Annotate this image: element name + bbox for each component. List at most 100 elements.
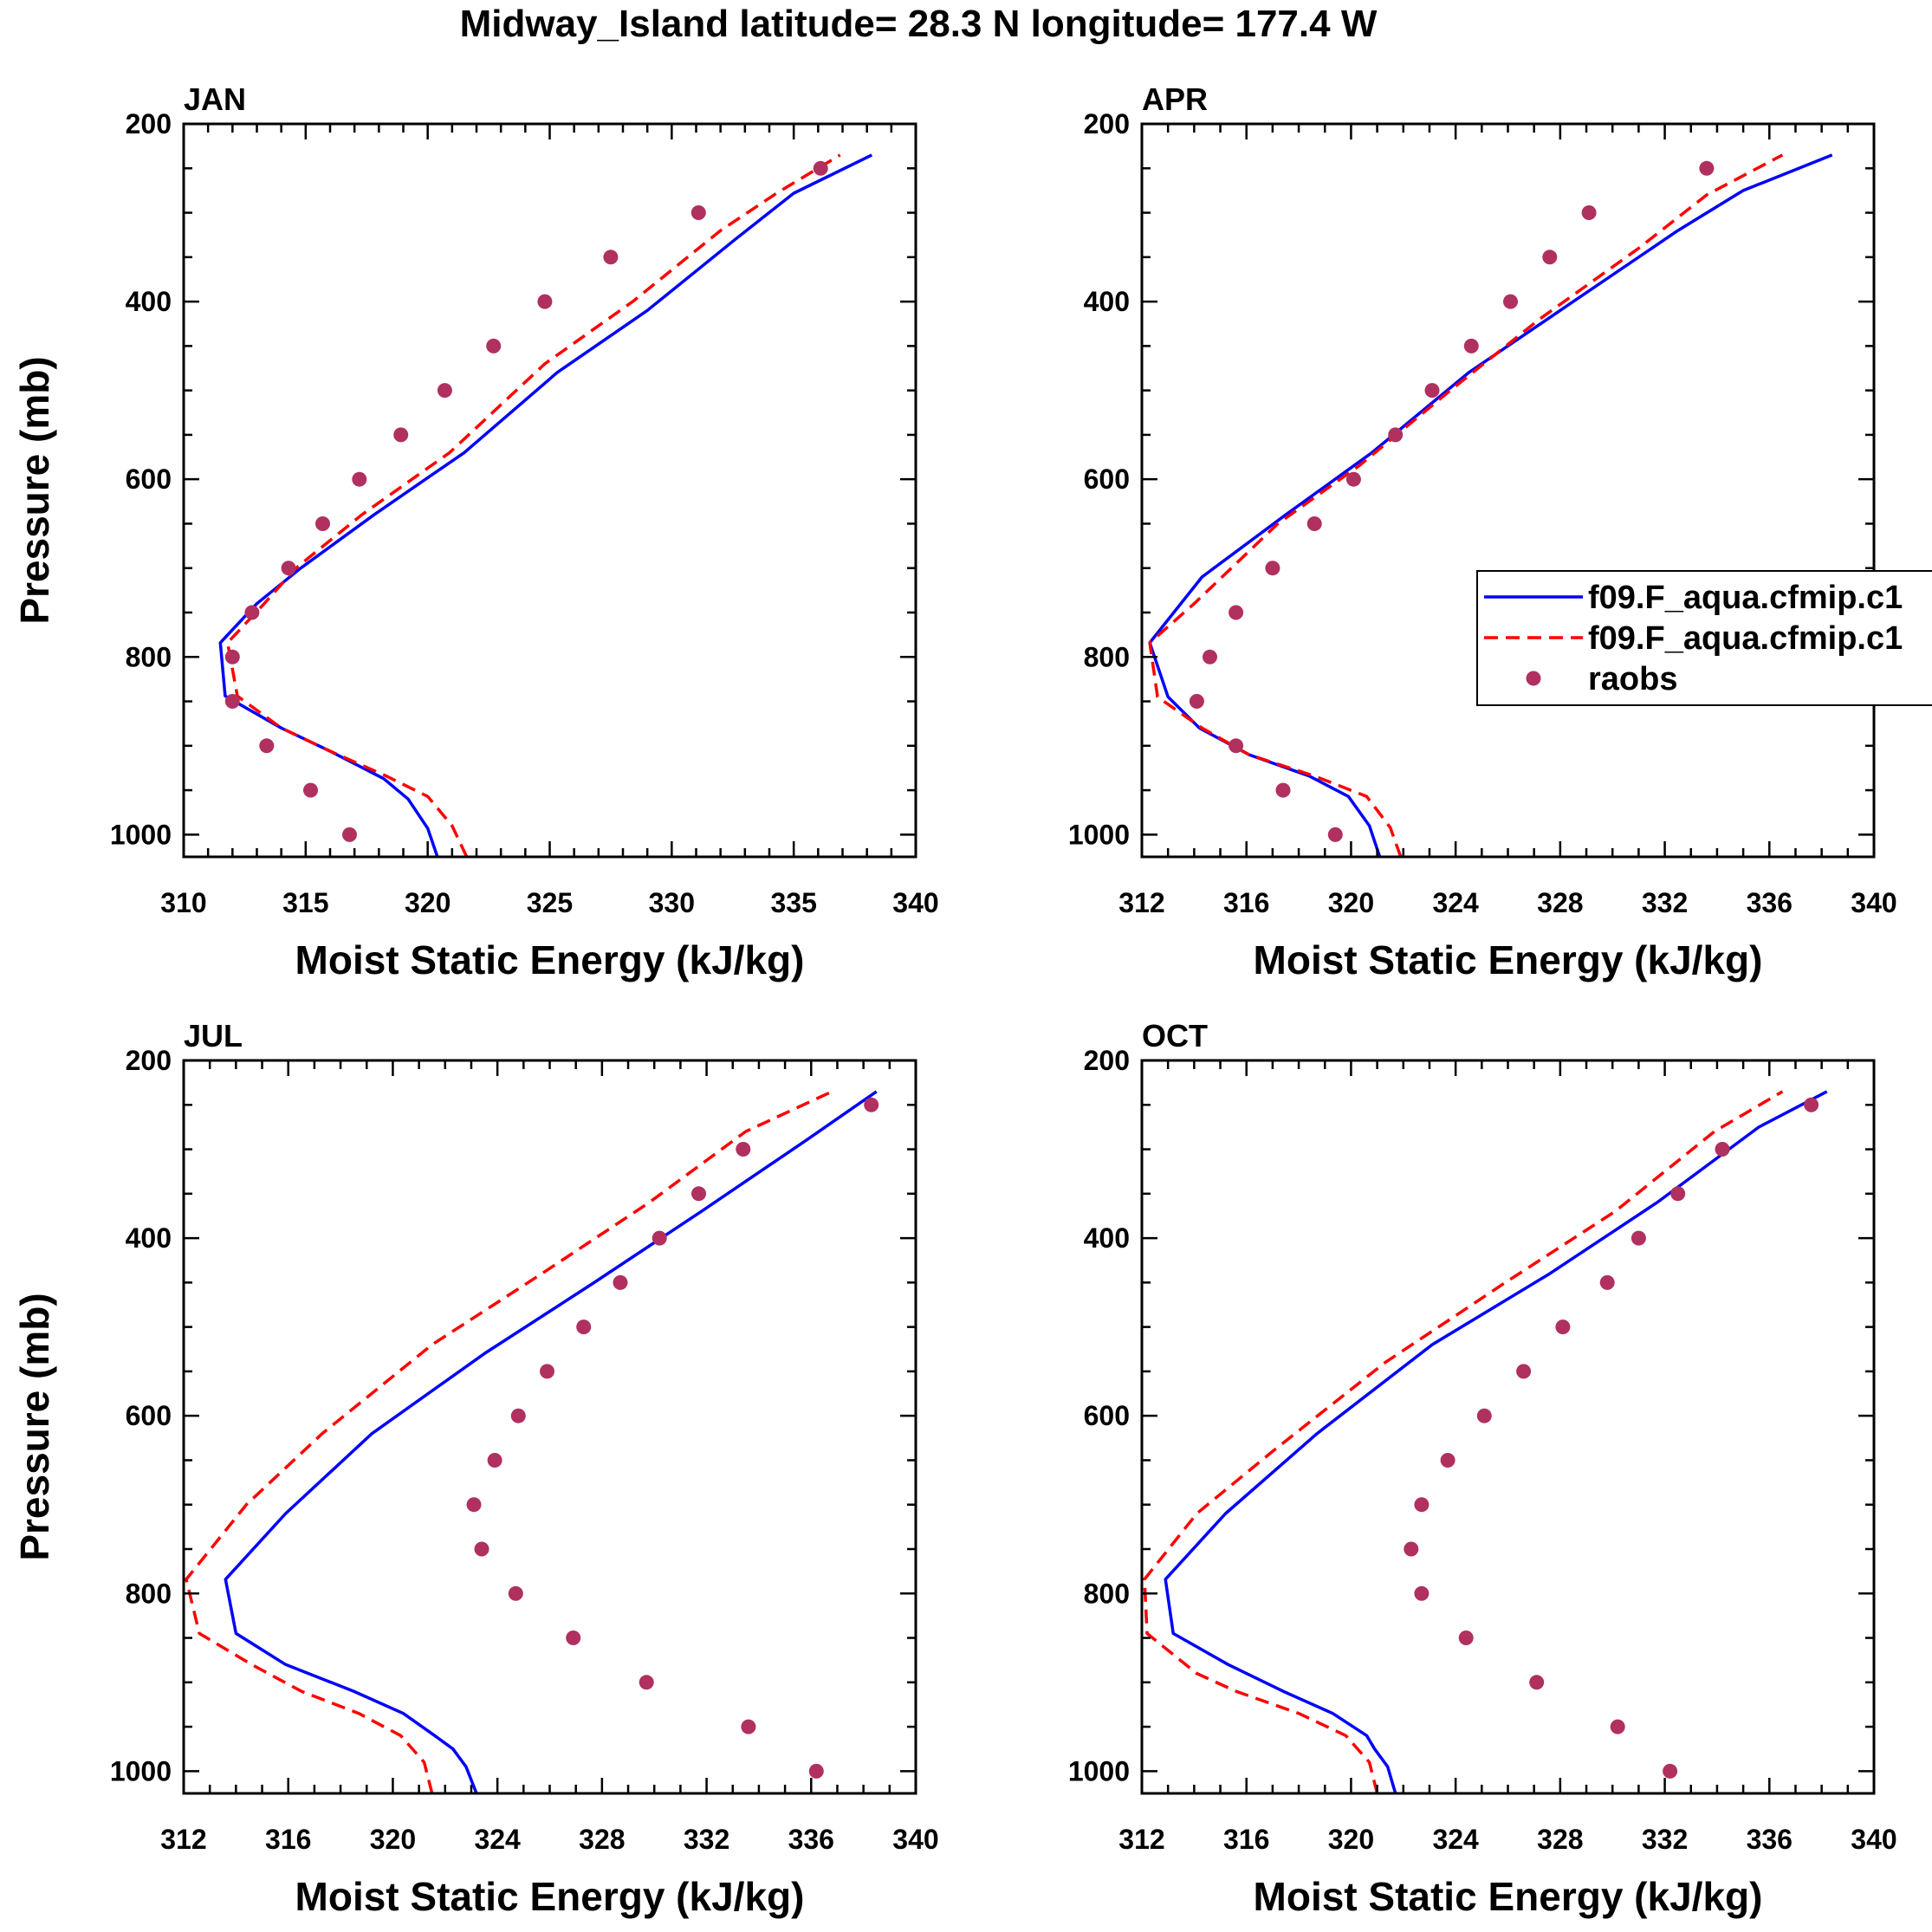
raobs-point — [437, 383, 452, 399]
y-tick-label: 1000 — [1068, 1755, 1130, 1786]
x-tick-label: 340 — [1851, 1824, 1896, 1855]
plot-area — [218, 153, 873, 857]
y-tick-label: 600 — [1084, 464, 1130, 495]
raobs-point — [1463, 338, 1479, 353]
y-tick-label: 800 — [126, 641, 172, 672]
raobs-point — [808, 1763, 824, 1779]
y-tick-label: 800 — [1084, 1578, 1130, 1609]
y-tick-label: 200 — [126, 108, 172, 139]
raobs-point — [1631, 1230, 1646, 1246]
x-tick-label: 328 — [1537, 887, 1583, 918]
raobs-point — [1555, 1319, 1571, 1335]
x-tick-label: 335 — [770, 887, 816, 918]
model1-line — [218, 153, 873, 857]
panel-apr: 312 316 320 324 328 332 336 340 200 400 600 800 1000… — [1068, 81, 1897, 982]
model1-line — [224, 1090, 878, 1793]
legend-marker — [1526, 671, 1541, 686]
legend-label: raobs — [1588, 661, 1677, 697]
y-tick-label: 600 — [126, 464, 172, 495]
y-tick-label: 400 — [126, 1222, 172, 1254]
raobs-point — [1388, 427, 1404, 443]
raobs-point — [1476, 1408, 1492, 1423]
raobs-point — [508, 1585, 523, 1601]
x-tick-label: 320 — [370, 1824, 416, 1855]
raobs-point — [1229, 738, 1244, 754]
x-tick-label: 340 — [892, 1824, 938, 1855]
raobs-point — [1414, 1497, 1430, 1513]
x-tick-label: 320 — [405, 887, 451, 918]
raobs-point — [303, 782, 318, 798]
raobs-point — [1275, 782, 1291, 798]
model2-line — [185, 1090, 833, 1793]
raobs-point — [1424, 383, 1440, 399]
raobs-point — [487, 1453, 502, 1468]
y-tick-label: 1000 — [110, 819, 172, 850]
plot-frame — [182, 122, 917, 859]
x-axis-label: Moist Static Energy (kJ/kg) — [295, 1874, 805, 1919]
raobs-point — [1306, 516, 1322, 531]
raobs-point — [639, 1675, 654, 1690]
raobs-point — [813, 160, 828, 176]
model1-line — [1164, 1090, 1828, 1793]
raobs-point — [736, 1142, 751, 1157]
raobs-point — [613, 1274, 628, 1290]
x-tick-label: 340 — [892, 887, 938, 918]
x-tick-label: 332 — [684, 1824, 729, 1855]
raobs-point — [486, 338, 502, 353]
raobs-point — [1503, 294, 1518, 309]
raobs-point — [864, 1097, 879, 1112]
raobs-point — [576, 1319, 592, 1335]
y-axis-label: Pressure (mb) — [12, 1293, 57, 1560]
model2-line — [1148, 153, 1784, 857]
raobs-point — [1516, 1364, 1532, 1379]
x-tick-label: 315 — [282, 887, 328, 918]
raobs-point — [281, 561, 296, 576]
raobs-point — [566, 1631, 581, 1645]
panel-title: OCT — [1142, 1018, 1208, 1054]
raobs-point — [603, 250, 619, 265]
legend-label: f09.F_aqua.cfmip.c1 — [1588, 580, 1903, 616]
raobs-point — [259, 738, 275, 754]
raobs-point — [315, 516, 330, 531]
x-tick-label: 328 — [1537, 1824, 1583, 1855]
x-tick-label: 312 — [160, 1824, 206, 1855]
x-tick-label: 324 — [1432, 1824, 1479, 1855]
legend-label: f09.F_aqua.cfmip.c1 — [1588, 620, 1903, 657]
raobs-point — [1440, 1453, 1455, 1468]
x-tick-label: 320 — [1328, 1824, 1374, 1855]
plot-frame — [1140, 122, 1876, 859]
model2-line — [1143, 1090, 1784, 1793]
raobs-point — [1581, 205, 1597, 220]
x-tick-label: 316 — [1223, 1824, 1269, 1855]
x-tick-label: 336 — [1747, 887, 1793, 918]
raobs-point — [652, 1230, 667, 1246]
x-tick-label: 332 — [1642, 1824, 1688, 1855]
x-tick-label: 310 — [160, 887, 206, 918]
legend: f09.F_aqua.cfmip.c1 f09.F_aqua.cfmip.c1ra… — [1476, 570, 1932, 706]
x-tick-label: 324 — [474, 1824, 521, 1855]
x-tick-label: 320 — [1328, 887, 1374, 918]
y-axis-label: Pressure (mb) — [12, 356, 57, 624]
panel-title: JUL — [184, 1018, 243, 1054]
plot-area — [1143, 1090, 1828, 1793]
raobs-point — [1345, 471, 1361, 487]
panel-jul: 312 316 320 324 328 332 336 340 200 400 600 800 1000… — [12, 1018, 939, 1919]
figure-title: Midway_Island latitude= 28.3 N longitude… — [460, 3, 1378, 45]
x-axis-label: Moist Static Energy (kJ/kg) — [295, 937, 805, 982]
raobs-point — [510, 1408, 526, 1423]
x-tick-label: 336 — [788, 1824, 834, 1855]
x-tick-label: 325 — [527, 887, 573, 918]
y-tick-label: 1000 — [110, 1755, 172, 1786]
y-tick-label: 600 — [126, 1400, 172, 1431]
x-tick-label: 332 — [1642, 887, 1688, 918]
raobs-point — [741, 1719, 756, 1734]
x-tick-label: 340 — [1851, 887, 1896, 918]
raobs-point — [1670, 1186, 1686, 1202]
y-tick-label: 600 — [1084, 1400, 1130, 1431]
raobs-point — [1189, 694, 1204, 709]
raobs-point — [1327, 827, 1343, 842]
panel-jan: 310 315 320 325 330 335 340 200 400 600 800 1000 JAN… — [12, 81, 939, 982]
plot-area — [185, 1090, 879, 1793]
raobs-point — [1663, 1763, 1678, 1779]
